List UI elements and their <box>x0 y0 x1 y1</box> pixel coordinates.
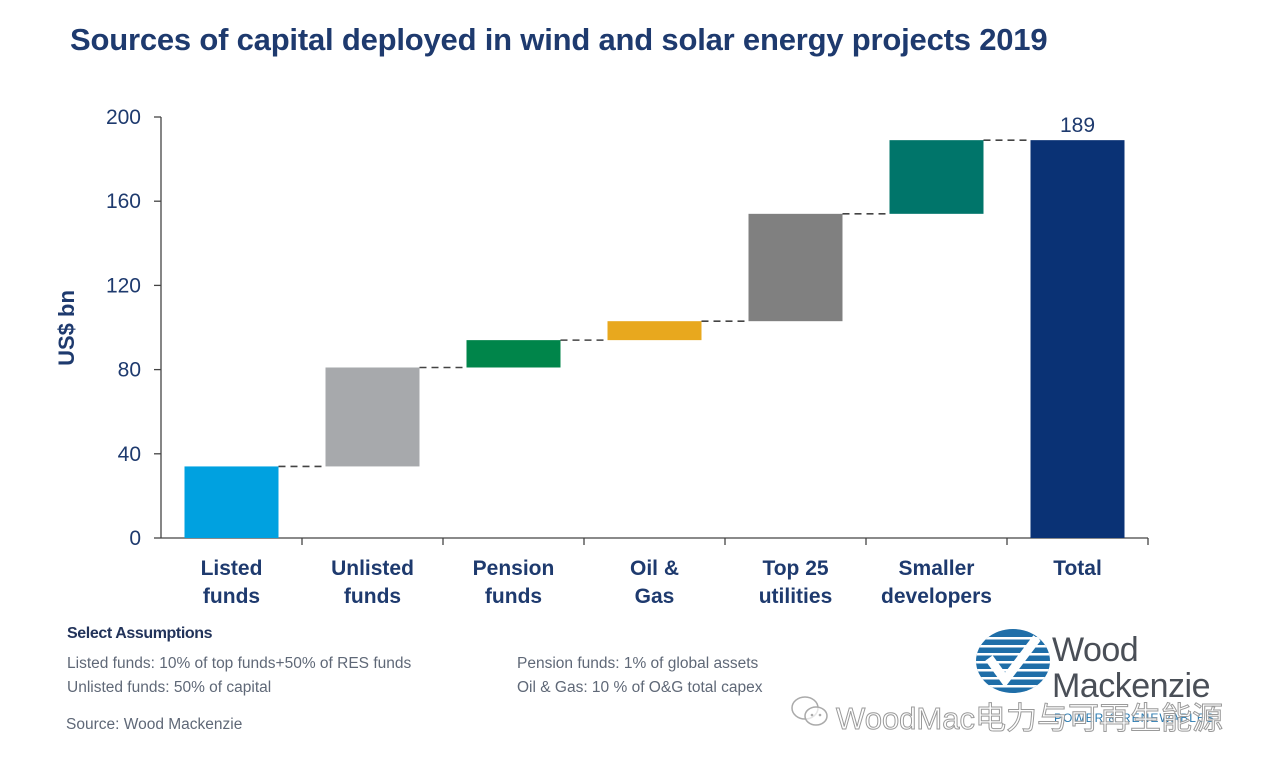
bar-unlisted-funds <box>325 367 420 467</box>
chart-title: Sources of capital deployed in wind and … <box>70 22 1048 57</box>
category-label-line: Listed <box>201 557 263 580</box>
assumption-unlisted-funds: Unlisted funds: 50% of capital <box>67 679 272 696</box>
category-label-line: funds <box>344 585 401 608</box>
bar-pension-funds <box>466 340 561 368</box>
wechat-icon <box>791 696 828 726</box>
category-label: Total <box>1053 557 1102 580</box>
logo-subtitle: POWER & RENEWABLES <box>1054 711 1215 725</box>
y-axis-label: US$ bn <box>54 290 79 366</box>
bars: 189 <box>184 114 1125 538</box>
category-label: Oil & Gas <box>630 557 679 608</box>
y-axis: 0 40 80 120 160 200 <box>106 106 162 550</box>
assumption-oil-gas: Oil & Gas: 10 % of O&G total capex <box>517 679 763 696</box>
wood-mackenzie-globe-logo-icon <box>976 629 1050 693</box>
logo-wordmark-mackenzie: Mackenzie <box>1052 667 1211 705</box>
category-label-line: Oil & <box>630 557 679 580</box>
y-tick-label: 40 <box>118 443 141 466</box>
assumptions-heading: Select Assumptions <box>67 625 213 642</box>
watermark-text: WoodMac电力与可再生能源 <box>836 701 1224 737</box>
bar-total <box>1030 140 1125 538</box>
y-tick-label: 120 <box>106 274 141 297</box>
category-label-line: Gas <box>635 585 675 608</box>
y-tick-label: 160 <box>106 190 141 213</box>
y-tick-label: 80 <box>118 359 141 382</box>
logo-wordmark-wood: Wood <box>1052 631 1139 669</box>
data-label-total: 189 <box>1060 114 1095 137</box>
bar-listed-funds <box>184 466 279 538</box>
connector-lines <box>278 139 1031 468</box>
y-tick-label: 200 <box>106 106 141 129</box>
category-label: Listed funds <box>201 557 263 608</box>
category-label-line: Pension <box>473 557 555 580</box>
category-label: Pension funds <box>473 557 555 608</box>
assumption-pension-funds: Pension funds: 1% of global assets <box>517 655 759 672</box>
category-label-line: funds <box>485 585 542 608</box>
y-tick-label: 0 <box>129 527 141 550</box>
category-label-line: Unlisted <box>331 557 414 580</box>
category-label-line: developers <box>881 585 992 608</box>
category-labels: Listed funds Unlisted funds Pension funds Oil … <box>201 557 1102 608</box>
category-label-line: funds <box>203 585 260 608</box>
category-label: Smaller developers <box>881 557 992 608</box>
source-note: Source: Wood Mackenzie <box>66 716 243 733</box>
category-label: Unlisted funds <box>331 557 414 608</box>
category-label-line: Top 25 <box>762 557 828 580</box>
bar-oil-gas <box>607 321 702 341</box>
category-label-line: utilities <box>759 585 833 608</box>
category-label-line: Total <box>1053 557 1102 580</box>
x-axis <box>161 537 1149 545</box>
bar-smaller-developers <box>889 140 984 214</box>
assumption-listed-funds: Listed funds: 10% of top funds+50% of RE… <box>67 655 412 672</box>
category-label-line: Smaller <box>899 557 975 580</box>
category-label: Top 25 utilities <box>759 557 833 608</box>
bar-top-25-utilities <box>748 213 843 322</box>
waterfall-chart: 0 40 80 120 160 200 189 Listed funds Unlisted fu… <box>54 106 1149 608</box>
